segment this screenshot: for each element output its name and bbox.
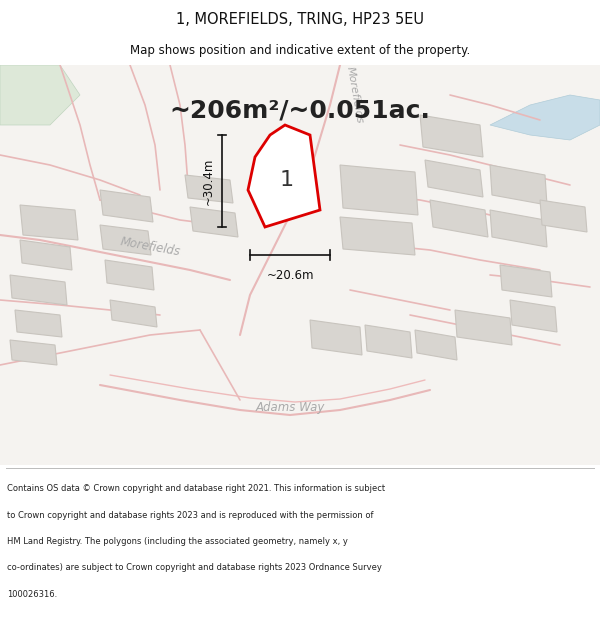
Polygon shape [340,165,418,215]
Text: Morefields: Morefields [345,66,365,124]
Polygon shape [185,175,233,203]
Text: Morefields: Morefields [119,235,181,259]
Polygon shape [510,300,557,332]
Polygon shape [0,65,80,125]
Text: Adams Way: Adams Way [256,401,325,414]
Polygon shape [540,200,587,232]
Polygon shape [490,210,547,247]
Polygon shape [310,320,362,355]
Text: HM Land Registry. The polygons (including the associated geometry, namely x, y: HM Land Registry. The polygons (includin… [7,537,348,546]
Text: ~206m²/~0.051ac.: ~206m²/~0.051ac. [170,98,430,122]
Polygon shape [490,95,600,140]
Polygon shape [455,310,512,345]
Polygon shape [100,190,153,222]
Polygon shape [110,300,157,327]
Text: co-ordinates) are subject to Crown copyright and database rights 2023 Ordnance S: co-ordinates) are subject to Crown copyr… [7,563,382,572]
Polygon shape [20,240,72,270]
Polygon shape [100,225,151,255]
Polygon shape [490,165,547,205]
Text: 1, MOREFIELDS, TRING, HP23 5EU: 1, MOREFIELDS, TRING, HP23 5EU [176,12,424,27]
Text: ~30.4m: ~30.4m [202,158,215,205]
Polygon shape [425,160,483,197]
Polygon shape [430,200,488,237]
Text: 100026316.: 100026316. [7,590,58,599]
Polygon shape [15,310,62,337]
Polygon shape [105,260,154,290]
Polygon shape [420,115,483,157]
Text: to Crown copyright and database rights 2023 and is reproduced with the permissio: to Crown copyright and database rights 2… [7,511,374,519]
Polygon shape [248,125,320,227]
Text: 1: 1 [280,170,294,190]
Polygon shape [10,340,57,365]
Polygon shape [415,330,457,360]
Polygon shape [340,217,415,255]
Polygon shape [10,275,67,305]
Polygon shape [190,207,238,237]
Polygon shape [365,325,412,358]
Text: ~20.6m: ~20.6m [266,269,314,282]
Polygon shape [500,265,552,297]
Polygon shape [20,205,78,240]
Text: Contains OS data © Crown copyright and database right 2021. This information is : Contains OS data © Crown copyright and d… [7,484,385,493]
Text: Map shows position and indicative extent of the property.: Map shows position and indicative extent… [130,44,470,58]
